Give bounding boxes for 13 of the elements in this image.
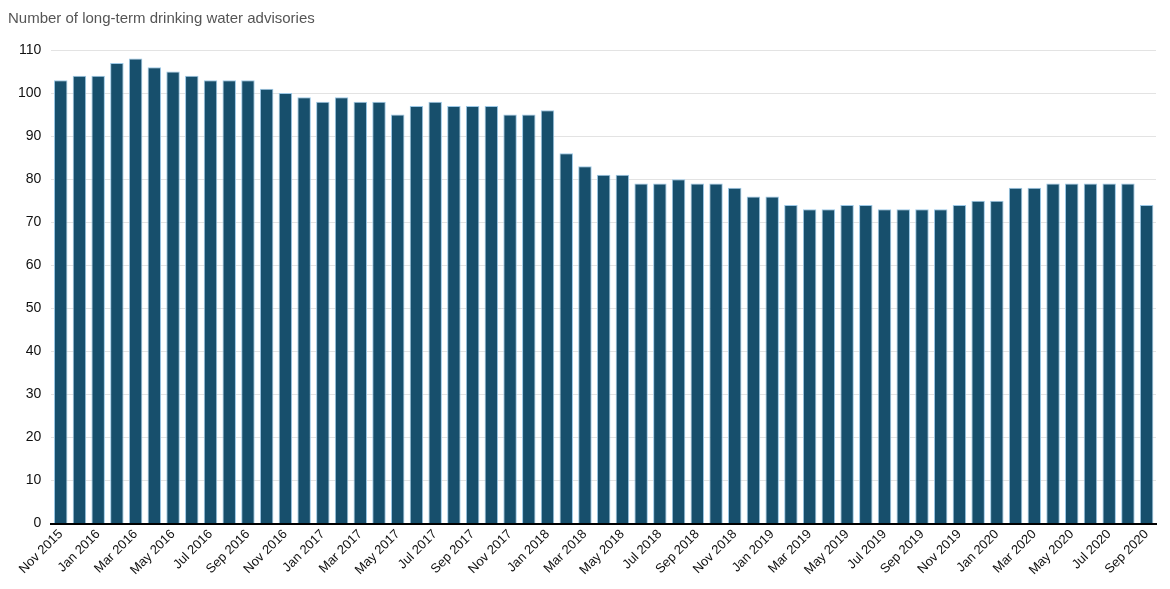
- y-tick-label: 50: [25, 299, 42, 316]
- y-tick-label: 110: [19, 40, 42, 57]
- y-tick-label: 20: [25, 428, 42, 445]
- y-tick-label: 40: [25, 342, 42, 359]
- y-tick-label: 60: [25, 256, 42, 273]
- y-tick-label: 90: [25, 126, 42, 143]
- y-tick-label: 0: [33, 514, 42, 531]
- y-tick-label: 80: [25, 170, 42, 187]
- y-tick-label: 70: [25, 213, 42, 230]
- y-tick-label: 30: [25, 385, 42, 402]
- y-tick-label: 10: [25, 471, 42, 488]
- chart-title: Number of long-term drinking water advisories: [8, 9, 315, 27]
- y-tick-label: 100: [18, 83, 42, 100]
